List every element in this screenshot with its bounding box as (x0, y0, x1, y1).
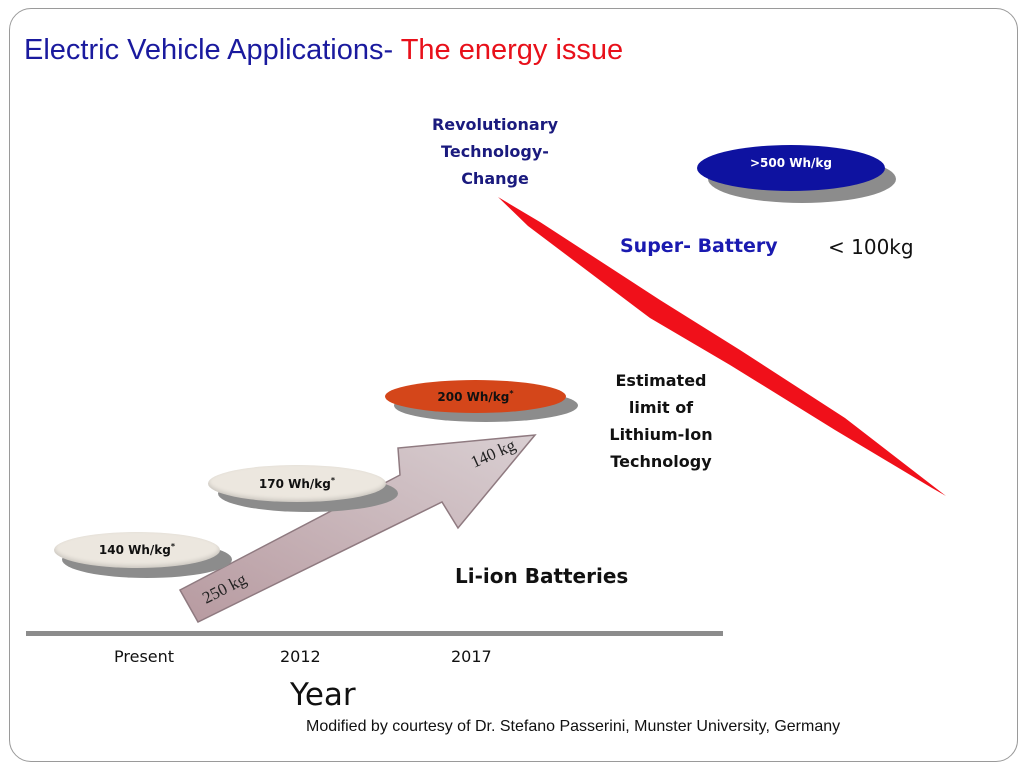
super-battery-label: Super- Battery (620, 235, 778, 257)
credit-line: Modified by courtesy of Dr. Stefano Pass… (306, 718, 841, 735)
x-tick-present: Present (114, 647, 175, 666)
slide-title: Electric Vehicle Applications- The energ… (24, 34, 623, 67)
x-tick-2017: 2017 (451, 647, 492, 666)
ellipse-170: 170 Wh/kg* (208, 465, 386, 502)
li-ion-batteries-label: Li-ion Batteries (455, 564, 629, 588)
ellipse-500: >500 Wh/kg (697, 145, 885, 191)
ellipse-170-label: 170 Wh/kg (258, 477, 331, 491)
title-part-1: Electric Vehicle Applications- (24, 34, 394, 66)
ellipse-140-sup: * (170, 542, 176, 551)
title-part-2: The energy issue (400, 34, 624, 66)
revolutionary-change-label: Revolutionary Technology- Change (431, 115, 559, 188)
ellipse-140-label: 140 Wh/kg (98, 543, 171, 557)
ellipse-170-sup: * (330, 476, 336, 485)
x-axis-label: Year (290, 677, 356, 713)
super-battery-weight: < 100kg (828, 235, 914, 259)
x-tick-2012: 2012 (280, 647, 321, 666)
growth-arrow (178, 434, 537, 623)
ellipse-200-label: 200 Wh/kg (437, 390, 510, 404)
ellipse-500-label: >500 Wh/kg (749, 156, 832, 170)
revolutionary-change-line (498, 197, 946, 496)
ellipse-200-sup: * (509, 389, 514, 398)
estimated-limit-label: Estimated limit of Lithium-Ion Technolog… (609, 371, 713, 471)
ellipse-140: 140 Wh/kg* (54, 532, 220, 568)
year-axis-line (26, 631, 723, 636)
ellipse-200: 200 Wh/kg* (385, 380, 566, 413)
